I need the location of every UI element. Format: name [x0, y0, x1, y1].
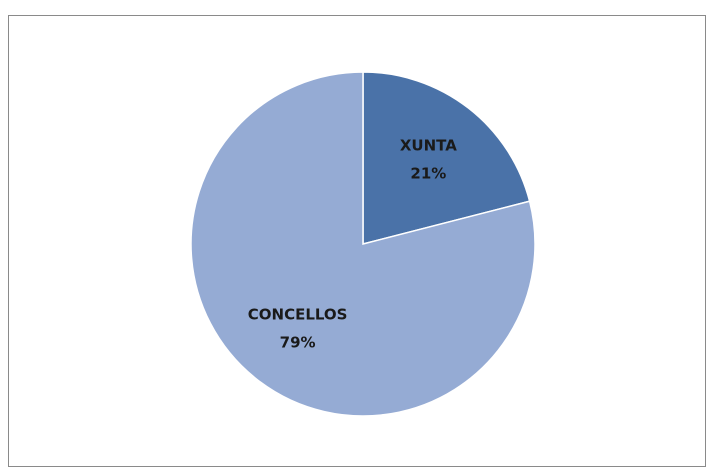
- slice-value: 79%: [280, 333, 316, 351]
- slice-label: CONCELLOS 79%: [248, 305, 348, 351]
- slice-label: XUNTA 21%: [400, 136, 457, 182]
- pie-slice: [362, 71, 531, 245]
- slice-category: CONCELLOS: [248, 305, 348, 323]
- pie-slice: [190, 71, 536, 417]
- slice-value: 21%: [410, 164, 446, 182]
- slice-category: XUNTA: [400, 136, 457, 154]
